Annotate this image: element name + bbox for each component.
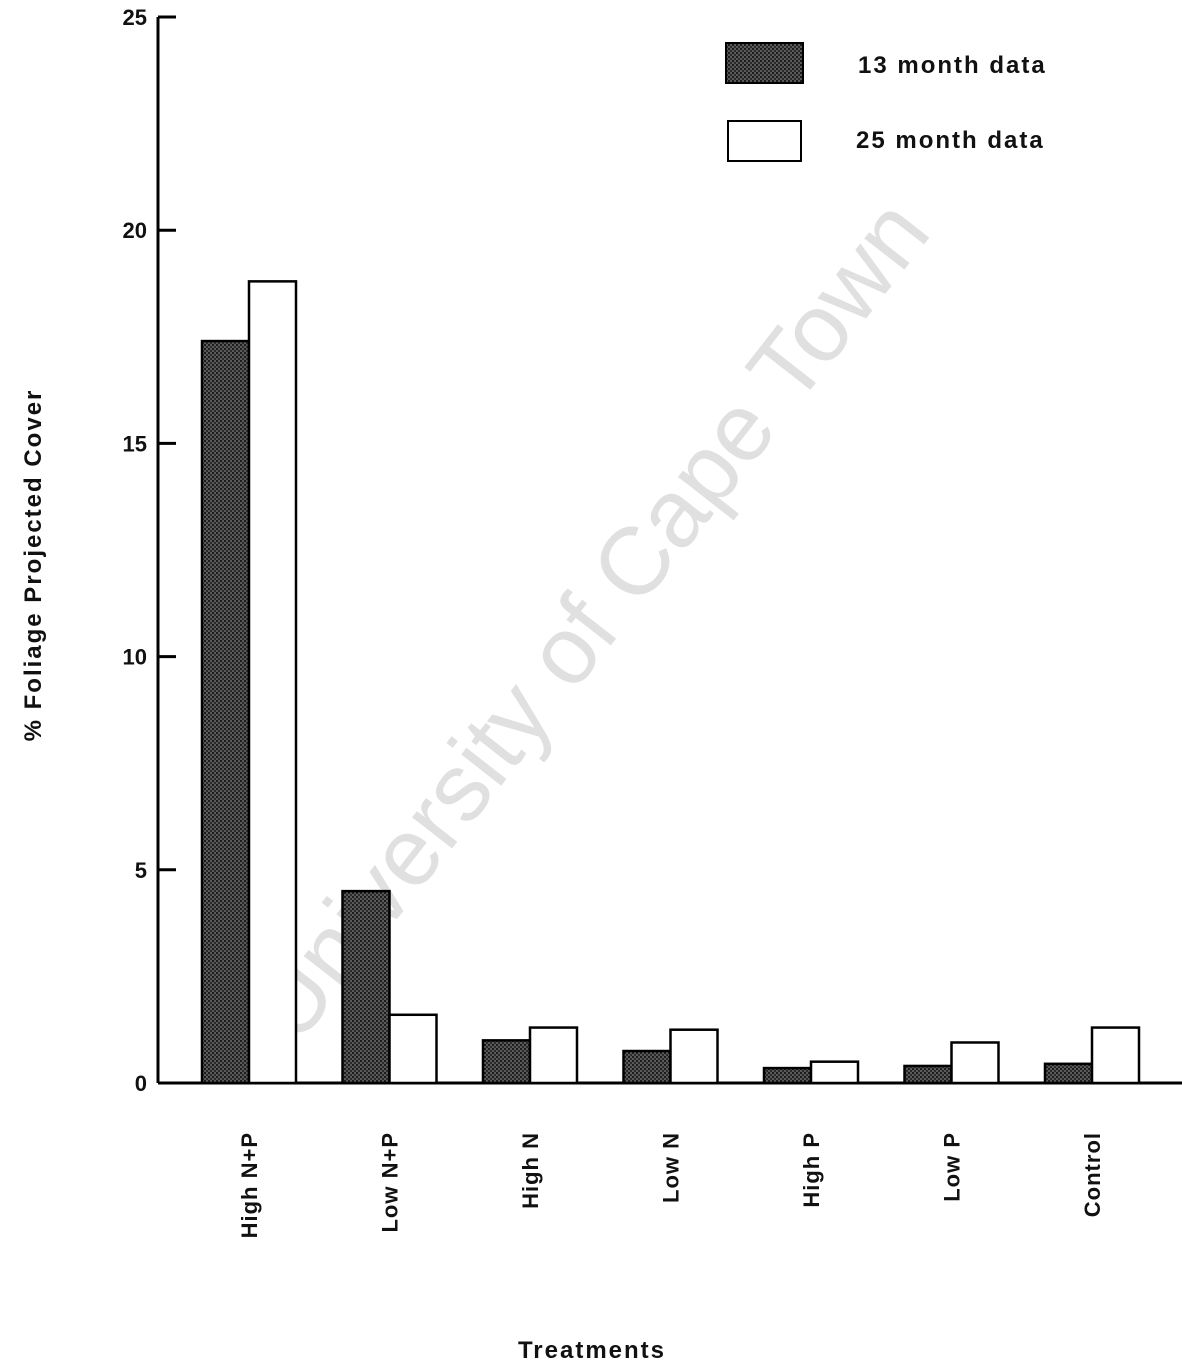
bar-low-n-25-month bbox=[669, 1028, 719, 1085]
bar-high-n-p-25-month bbox=[247, 280, 298, 1085]
bar-low-n-13-month bbox=[622, 1049, 672, 1085]
y-tick-label-0: 0 bbox=[135, 1071, 147, 1096]
bar-high-p-13-month bbox=[762, 1066, 813, 1085]
bar-high-n-p-13-month bbox=[200, 339, 251, 1085]
legend-swatch-13-month bbox=[725, 42, 804, 84]
bar-control-13-month bbox=[1043, 1062, 1094, 1085]
bar-high-p-25-month bbox=[809, 1060, 860, 1085]
category-label-high-n-p: High N+P bbox=[237, 1132, 262, 1238]
category-label-control: Control bbox=[1080, 1132, 1105, 1217]
y-tick-label-20: 20 bbox=[123, 218, 147, 243]
category-label-low-n-p: Low N+P bbox=[378, 1132, 403, 1233]
y-tick-label-10: 10 bbox=[123, 645, 147, 670]
category-labels: High N+P Low N+P High N Low N High P Low P Con… bbox=[237, 1132, 1105, 1238]
legend: 13 month data 25 month data bbox=[725, 42, 1047, 162]
category-label-high-n: High N bbox=[518, 1132, 543, 1209]
legend-label-13-month: 13 month data bbox=[858, 52, 1047, 79]
legend-swatch-25-month bbox=[727, 120, 802, 162]
y-axis-label: % Foliage Projected Cover bbox=[20, 389, 47, 742]
watermark: University of Cape Town bbox=[229, 180, 950, 1060]
y-tick-label-5: 5 bbox=[135, 858, 147, 883]
category-label-high-p: High P bbox=[799, 1132, 824, 1208]
bar-high-n-25-month bbox=[528, 1026, 579, 1085]
bar-low-p-25-month bbox=[950, 1041, 1000, 1085]
x-axis-label: Treatments bbox=[518, 1337, 666, 1363]
bar-low-n-p-13-month bbox=[341, 889, 391, 1085]
category-label-low-n: Low N bbox=[659, 1132, 684, 1203]
y-ticks: 0 5 10 15 20 25 bbox=[123, 5, 176, 1096]
bars bbox=[200, 280, 1141, 1085]
bar-control-25-month bbox=[1090, 1026, 1141, 1085]
y-tick-label-15: 15 bbox=[123, 431, 147, 456]
legend-label-25-month: 25 month data bbox=[856, 127, 1045, 154]
bar-high-n-13-month bbox=[481, 1039, 532, 1085]
y-tick-label-25: 25 bbox=[123, 5, 147, 30]
category-label-low-p: Low P bbox=[940, 1132, 965, 1202]
bar-low-n-p-25-month bbox=[388, 1013, 438, 1085]
bar-low-p-13-month bbox=[903, 1064, 953, 1085]
